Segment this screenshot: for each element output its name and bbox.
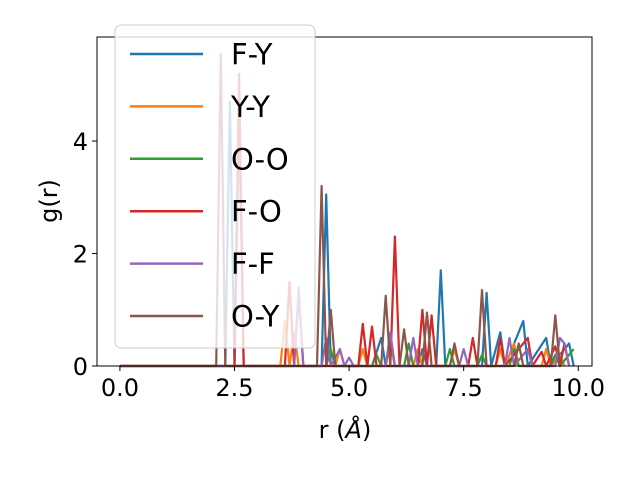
x-axis-label-close: ) (362, 416, 371, 444)
y-tick-label: 2 (73, 241, 88, 269)
x-tick-label: 10.0 (552, 374, 605, 402)
legend-label-y-y: Y-Y (230, 90, 270, 124)
y-tick-label: 0 (73, 353, 88, 381)
x-tick-label: 5.0 (330, 374, 368, 402)
x-tick-label: 2.5 (215, 374, 253, 402)
legend-label-o-o: O-O (231, 142, 289, 176)
x-axis-label-text: r ( (319, 416, 346, 444)
y-tick-label: 4 (73, 128, 88, 156)
legend-label-f-y: F-Y (231, 38, 273, 72)
x-axis: 0.0 2.5 5.0 7.5 10.0 (101, 366, 605, 402)
plot-frame (96, 36, 593, 367)
legend-box (114, 24, 316, 349)
x-tick-label: 7.5 (445, 374, 483, 402)
series-line-f-o (119, 72, 571, 368)
y-axis: 0 2 4 (73, 128, 97, 381)
legend-label-o-y: O-Y (231, 300, 280, 334)
legend-label-f-f: F-F (231, 247, 275, 281)
legend-label-f-o: F-O (231, 195, 282, 229)
x-tick-label: 0.0 (101, 374, 139, 402)
x-axis-label: r (Å) (319, 415, 372, 444)
y-axis-label: g(r) (35, 179, 63, 223)
x-axis-label-unit: Å (344, 415, 362, 444)
legend: F-Y Y-Y O-O F-O F-F O-Y (114, 24, 316, 349)
